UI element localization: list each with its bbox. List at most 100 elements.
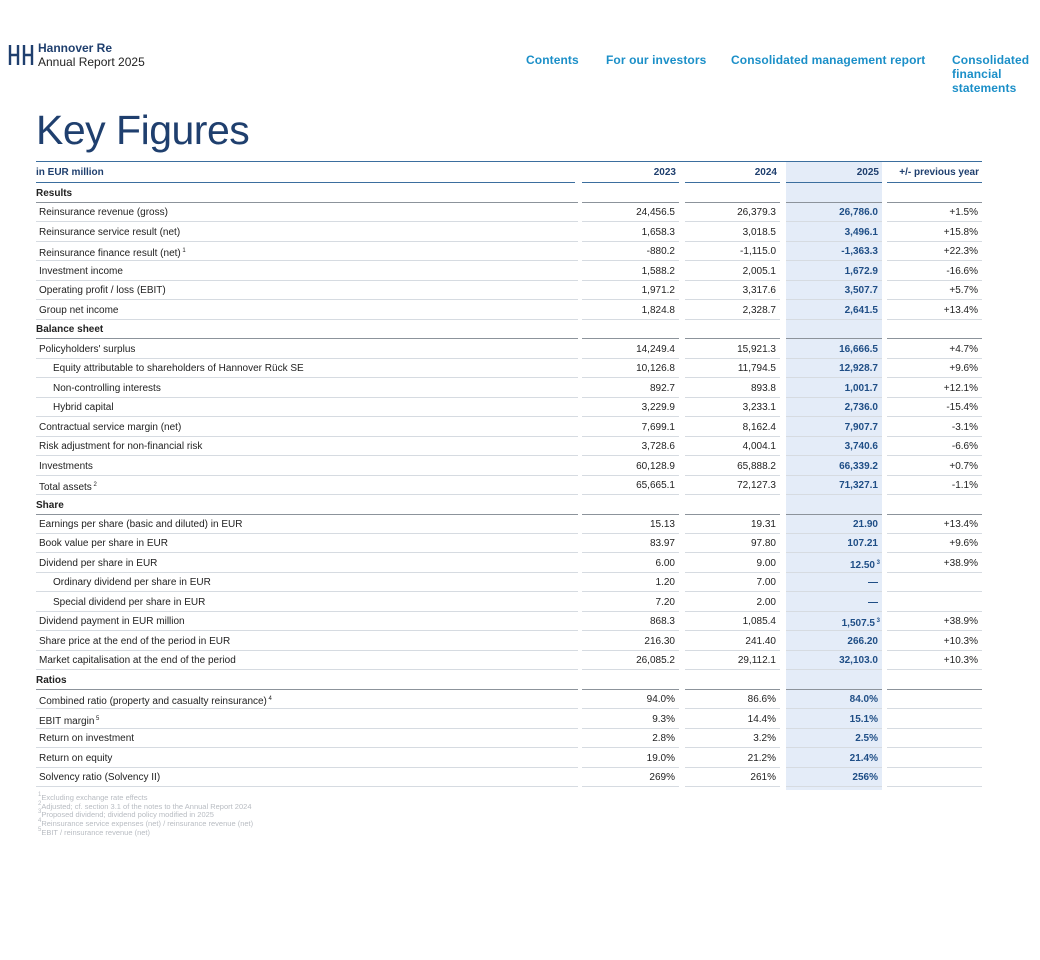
page-title: Key Figures bbox=[36, 107, 250, 153]
table-cell bbox=[887, 710, 982, 729]
table-cell: 60,128.9 bbox=[582, 457, 679, 476]
table-cell: 3.2% bbox=[685, 729, 780, 749]
table-cell: 71,327.1 bbox=[786, 476, 882, 496]
footnote-text: Adjusted; cf. section 3.1 of the notes t… bbox=[41, 801, 252, 811]
row-label: EBIT margin 5 bbox=[36, 710, 578, 729]
table-cell: +9.6% bbox=[887, 359, 982, 379]
table-cell: -1,363.3 bbox=[786, 242, 882, 262]
table-cell: 9.00 bbox=[685, 554, 780, 573]
table-cell: 3,507.7 bbox=[786, 281, 882, 301]
table-cell: 892.7 bbox=[582, 379, 679, 398]
nav-link[interactable]: Consolidated management report bbox=[731, 53, 926, 67]
row-rule bbox=[887, 202, 982, 203]
row-rule bbox=[786, 202, 882, 203]
table-cell: — bbox=[786, 593, 882, 612]
table-cell: 72,127.3 bbox=[685, 476, 780, 496]
footnote-text: EBIT / reinsurance revenue (net) bbox=[41, 827, 151, 837]
table-cell: 32,103.0 bbox=[786, 651, 882, 671]
column-header: 2025 bbox=[786, 163, 882, 183]
row-rule bbox=[36, 202, 578, 203]
footnote-ref: 4 bbox=[38, 818, 42, 825]
row-rule bbox=[887, 688, 982, 690]
row-label: Share price at the end of the period in … bbox=[36, 632, 578, 651]
row-label: Combined ratio (property and casualty re… bbox=[36, 690, 578, 710]
row-label: Non-controlling interests bbox=[36, 379, 578, 398]
footnote: 5EBIT / reinsurance revenue (net) bbox=[38, 827, 150, 837]
row-label: Return on investment bbox=[36, 729, 578, 749]
table-cell: 3,496.1 bbox=[786, 223, 882, 242]
table-cell: 97.80 bbox=[685, 534, 780, 554]
table-cell: 9.3% bbox=[582, 710, 679, 729]
logo bbox=[8, 45, 34, 65]
row-label: Ordinary dividend per share in EUR bbox=[36, 573, 578, 593]
table-cell: 1,001.7 bbox=[786, 379, 882, 398]
footnote-ref: 2 bbox=[91, 482, 97, 489]
footnote-ref: 3 bbox=[38, 809, 42, 816]
row-rule bbox=[685, 513, 780, 515]
row-label: Policyholders' surplus bbox=[36, 340, 578, 359]
table-cell: 26,786.0 bbox=[786, 203, 882, 223]
footnote-ref: 3 bbox=[874, 618, 880, 625]
table-cell bbox=[887, 573, 982, 593]
section-title: Share bbox=[36, 499, 64, 511]
table-cell: 107.21 bbox=[786, 534, 882, 554]
table-cell bbox=[887, 768, 982, 788]
header-rule bbox=[36, 161, 982, 162]
row-label: Hybrid capital bbox=[36, 398, 578, 418]
table-cell: -16.6% bbox=[887, 262, 982, 281]
table-cell: 2.5% bbox=[786, 729, 882, 749]
row-rule bbox=[887, 513, 982, 515]
table-cell: 3,229.9 bbox=[582, 398, 679, 418]
table-cell: 7.20 bbox=[582, 593, 679, 612]
table-cell: 14,249.4 bbox=[582, 340, 679, 359]
table-cell: 21.2% bbox=[685, 749, 780, 768]
row-label: Book value per share in EUR bbox=[36, 534, 578, 554]
row-rule bbox=[786, 513, 882, 515]
row-rule bbox=[887, 338, 982, 340]
table-cell: 7,699.1 bbox=[582, 418, 679, 437]
table-cell: 19.0% bbox=[582, 749, 679, 768]
table-cell: 1,085.4 bbox=[685, 612, 780, 632]
table-cell bbox=[887, 690, 982, 710]
table-cell: 24,456.5 bbox=[582, 203, 679, 223]
table-cell: — bbox=[786, 573, 882, 593]
table-cell: -15.4% bbox=[887, 398, 982, 418]
report-name: Annual Report 2025 bbox=[38, 55, 145, 69]
table-cell: 15,921.3 bbox=[685, 340, 780, 359]
table-cell bbox=[887, 749, 982, 768]
table-cell: 261% bbox=[685, 768, 780, 788]
table-cell: 216.30 bbox=[582, 632, 679, 651]
table-cell: 16,666.5 bbox=[786, 340, 882, 359]
table-cell: 66,339.2 bbox=[786, 457, 882, 476]
row-label: Group net income bbox=[36, 301, 578, 320]
table-cell: 2,328.7 bbox=[685, 301, 780, 320]
section-title: Balance sheet bbox=[36, 324, 104, 336]
row-label: Market capitalisation at the end of the … bbox=[36, 651, 578, 671]
table-cell: 10,126.8 bbox=[582, 359, 679, 379]
row-label: Reinsurance finance result (net) 1 bbox=[36, 242, 578, 262]
section-title: Results bbox=[36, 188, 73, 199]
nav-link[interactable]: Consolidated financial statements bbox=[952, 53, 1030, 95]
nav-link[interactable]: Contents bbox=[526, 53, 579, 67]
table-cell: 266.20 bbox=[786, 632, 882, 651]
table-cell: 14.4% bbox=[685, 710, 780, 729]
table-cell: 21.4% bbox=[786, 749, 882, 768]
nav-link[interactable]: For our investors bbox=[606, 53, 707, 67]
table-cell: +10.3% bbox=[887, 651, 982, 671]
table-cell: 94.0% bbox=[582, 690, 679, 710]
table-cell: 29,112.1 bbox=[685, 651, 780, 671]
row-label: Special dividend per share in EUR bbox=[36, 593, 578, 612]
table-cell: 86.6% bbox=[685, 690, 780, 710]
table-cell: 241.40 bbox=[685, 632, 780, 651]
footnote-ref: 4 bbox=[266, 696, 272, 703]
table-cell: 893.8 bbox=[685, 379, 780, 398]
table-cell: 2,641.5 bbox=[786, 301, 882, 320]
table-cell: 1,588.2 bbox=[582, 262, 679, 281]
table-cell: -3.1% bbox=[887, 418, 982, 437]
table-cell: +13.4% bbox=[887, 301, 982, 320]
table-cell: 84.0% bbox=[786, 690, 882, 710]
table-cell: +10.3% bbox=[887, 632, 982, 651]
table-cell: -1.1% bbox=[887, 476, 982, 496]
footnote-ref: 3 bbox=[874, 559, 880, 566]
table-cell bbox=[887, 593, 982, 612]
